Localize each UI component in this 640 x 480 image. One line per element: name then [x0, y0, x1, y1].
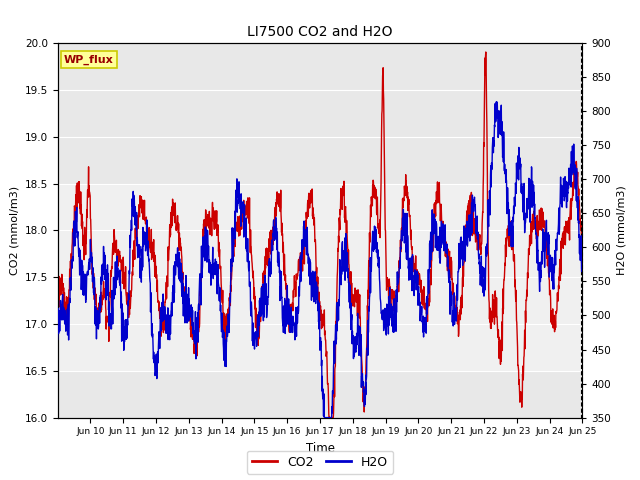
- H2O: [564, 198, 572, 204]
- CO2: [467, 214, 475, 220]
- X-axis label: Time: Time: [305, 442, 335, 455]
- CO2: [579, 258, 586, 264]
- CO2: [325, 415, 333, 420]
- Text: WP_flux: WP_flux: [64, 54, 114, 65]
- CO2: [482, 49, 490, 55]
- H2O: [81, 291, 88, 297]
- H2O: [564, 190, 572, 195]
- H2O: [309, 268, 317, 274]
- CO2: [309, 205, 317, 211]
- CO2: [54, 294, 61, 300]
- Title: LI7500 CO2 and H2O: LI7500 CO2 and H2O: [247, 25, 393, 39]
- H2O: [467, 218, 475, 224]
- CO2: [295, 257, 303, 263]
- CO2: [564, 225, 572, 230]
- CO2: [81, 238, 88, 244]
- CO2: [564, 225, 572, 230]
- Line: CO2: CO2: [58, 52, 582, 418]
- H2O: [295, 288, 303, 294]
- Bar: [58, 183, 582, 371]
- Y-axis label: H2O (mmol/m3): H2O (mmol/m3): [617, 186, 627, 275]
- Legend: CO2, H2O: CO2, H2O: [247, 451, 393, 474]
- Line: H2O: H2O: [58, 102, 582, 418]
- Y-axis label: CO2 (mmol/m3): CO2 (mmol/m3): [9, 186, 19, 275]
- H2O: [493, 99, 500, 105]
- H2O: [579, 256, 586, 262]
- H2O: [321, 415, 328, 420]
- H2O: [54, 336, 61, 342]
